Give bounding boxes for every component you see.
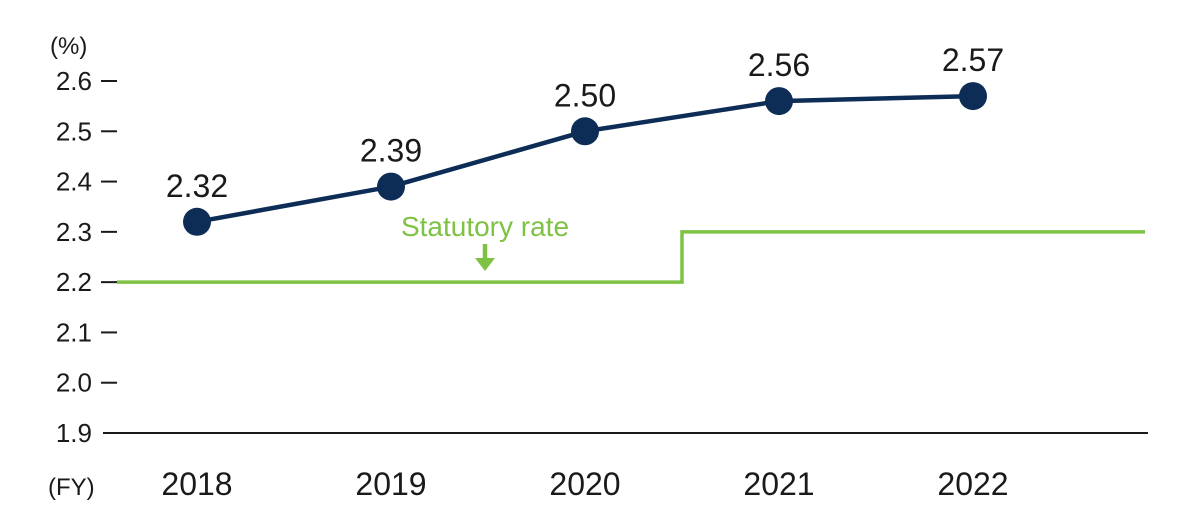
statutory-rate-line <box>117 230 1145 284</box>
y-tick-label: 2.1 <box>56 317 92 347</box>
y-axis-unit-label: (%) <box>50 33 87 60</box>
down-arrow-head-icon <box>475 258 495 271</box>
x-tick-label: 2018 <box>161 466 232 502</box>
y-tick-label: 2.5 <box>56 116 92 146</box>
data-point <box>959 82 987 111</box>
x-tick-label: 2020 <box>549 466 620 502</box>
data-label: 2.32 <box>166 168 228 204</box>
x-tick-label: 2021 <box>743 466 814 502</box>
data-label: 2.56 <box>748 47 810 83</box>
data-label: 2.57 <box>942 42 1004 78</box>
y-tick-label: 2.3 <box>56 217 92 247</box>
x-tick-label: 2022 <box>937 466 1008 502</box>
y-tick-label: 1.9 <box>56 418 92 448</box>
y-tick-label: 2.4 <box>56 167 92 197</box>
data-point <box>183 207 211 236</box>
data-point <box>571 117 599 146</box>
series-line <box>196 93 974 225</box>
x-axis-unit-label: (FY) <box>48 474 95 501</box>
data-label: 2.39 <box>360 133 422 169</box>
statutory-rate-annotation: Statutory rate <box>401 211 569 242</box>
data-label: 2.50 <box>554 77 616 113</box>
y-tick-label: 2.2 <box>56 267 92 297</box>
data-point <box>377 172 405 201</box>
x-tick-label: 2019 <box>355 466 426 502</box>
y-tick-label: 2.0 <box>56 368 92 398</box>
data-point <box>765 87 793 116</box>
y-tick-label: 2.6 <box>56 66 92 96</box>
